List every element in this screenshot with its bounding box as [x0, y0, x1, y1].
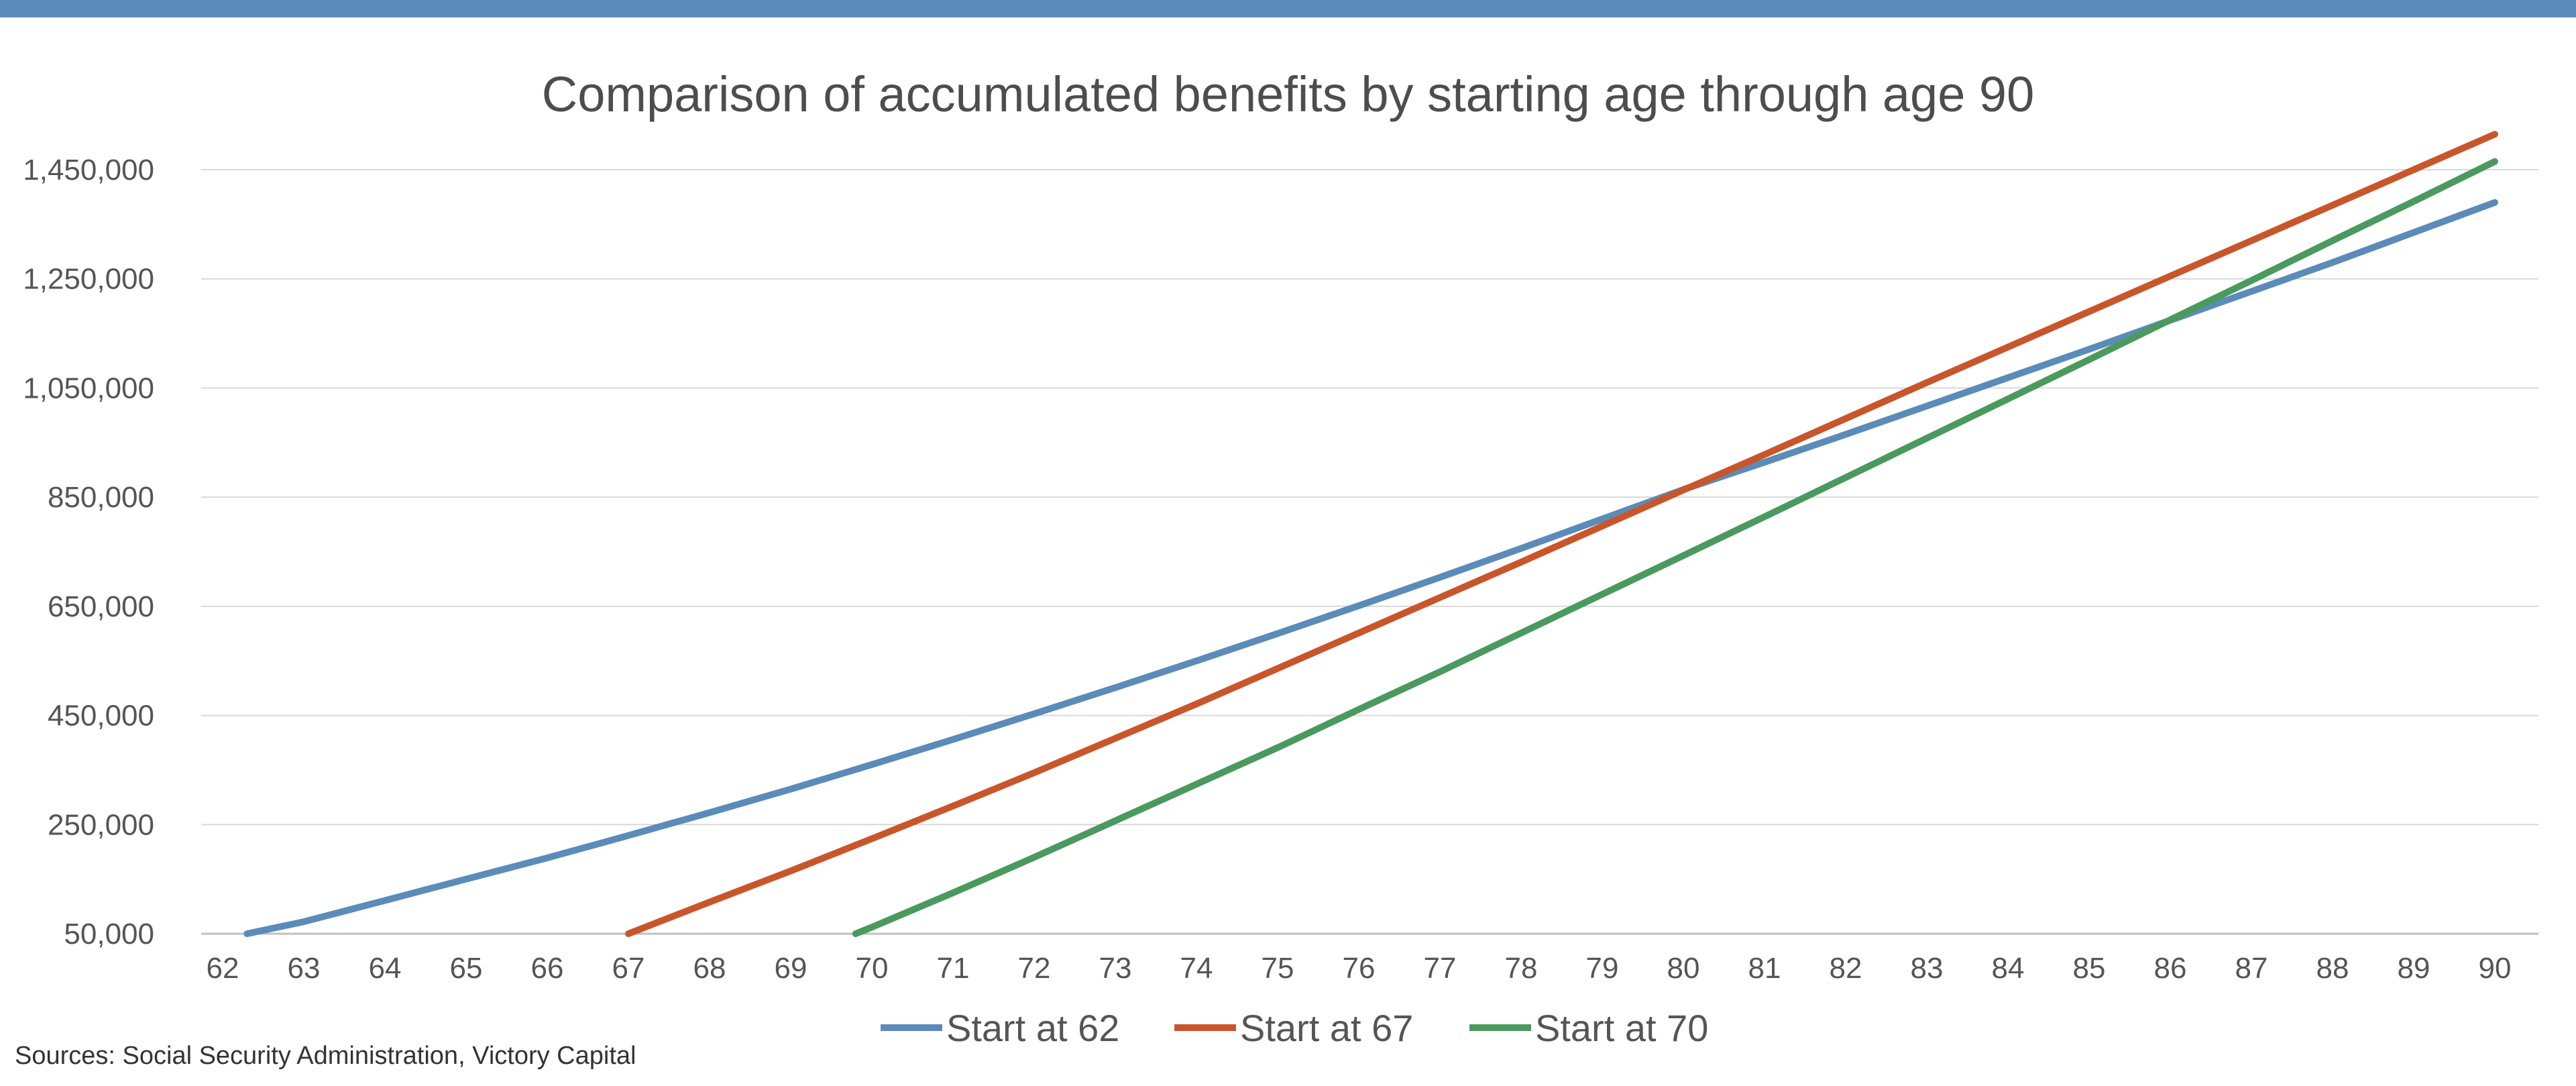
x-tick-label: 68 — [693, 952, 726, 985]
x-tick-label: 69 — [775, 952, 807, 985]
x-tick-label: 66 — [531, 952, 564, 985]
x-tick-label: 62 — [207, 952, 239, 985]
x-tick-label: 80 — [1667, 952, 1700, 985]
y-tick-label: 650,000 — [48, 590, 154, 623]
x-tick-label: 81 — [1748, 952, 1781, 985]
source-note: Sources: Social Security Administration,… — [15, 1042, 636, 1070]
series-line-2 — [625, 131, 2498, 937]
y-tick-label: 1,050,000 — [23, 372, 154, 404]
x-tick-label: 70 — [856, 952, 889, 985]
x-tick-label: 74 — [1180, 952, 1213, 985]
x-tick-label: 89 — [2398, 952, 2430, 985]
y-axis-ticks: 50,000 250,000 450,000 650,000 850,000 1,050,… — [23, 154, 154, 951]
series-lines — [243, 131, 2498, 937]
x-tick-label: 79 — [1586, 952, 1619, 985]
y-tick-label: 50,000 — [64, 918, 154, 951]
legend-label: Start at 67 — [1240, 1007, 1413, 1049]
x-tick-label: 87 — [2235, 952, 2268, 985]
x-tick-label: 77 — [1424, 952, 1457, 985]
x-tick-label: 72 — [1018, 952, 1051, 985]
legend-label: Start at 70 — [1535, 1007, 1708, 1049]
x-tick-label: 90 — [2479, 952, 2512, 985]
gridlines — [201, 169, 2538, 935]
y-tick-label: 850,000 — [48, 481, 154, 514]
x-tick-label: 73 — [1099, 952, 1132, 985]
x-tick-label: 75 — [1262, 952, 1294, 985]
x-tick-label: 82 — [1830, 952, 1862, 985]
series-line-1 — [243, 199, 2498, 937]
x-tick-label: 76 — [1343, 952, 1376, 985]
x-tick-label: 63 — [288, 952, 321, 985]
top-accent-bar — [0, 0, 2576, 17]
legend-label: Start at 62 — [946, 1007, 1119, 1049]
chart-title: Comparison of accumulated benefits by st… — [541, 66, 2035, 122]
legend: Start at 62 Start at 67 Start at 70 — [881, 1007, 1708, 1049]
x-tick-label: 65 — [450, 952, 483, 985]
y-tick-label: 250,000 — [48, 808, 154, 841]
x-tick-label: 64 — [369, 952, 402, 985]
x-tick-label: 67 — [612, 952, 645, 985]
x-tick-label: 71 — [937, 952, 970, 985]
y-tick-label: 1,250,000 — [23, 263, 154, 296]
x-tick-label: 84 — [1992, 952, 2025, 985]
y-tick-label: 1,450,000 — [23, 154, 154, 186]
x-tick-label: 86 — [2154, 952, 2187, 985]
x-axis-ticks: 62 63 64 65 66 67 68 69 70 71 72 73 74 75 76 77 78 79 80 81… — [207, 952, 2512, 985]
y-tick-label: 450,000 — [48, 700, 154, 732]
x-tick-label: 88 — [2316, 952, 2349, 985]
x-tick-label: 78 — [1505, 952, 1538, 985]
x-tick-label: 83 — [1911, 952, 1944, 985]
series-line-3 — [852, 158, 2498, 937]
x-tick-label: 85 — [2073, 952, 2106, 985]
